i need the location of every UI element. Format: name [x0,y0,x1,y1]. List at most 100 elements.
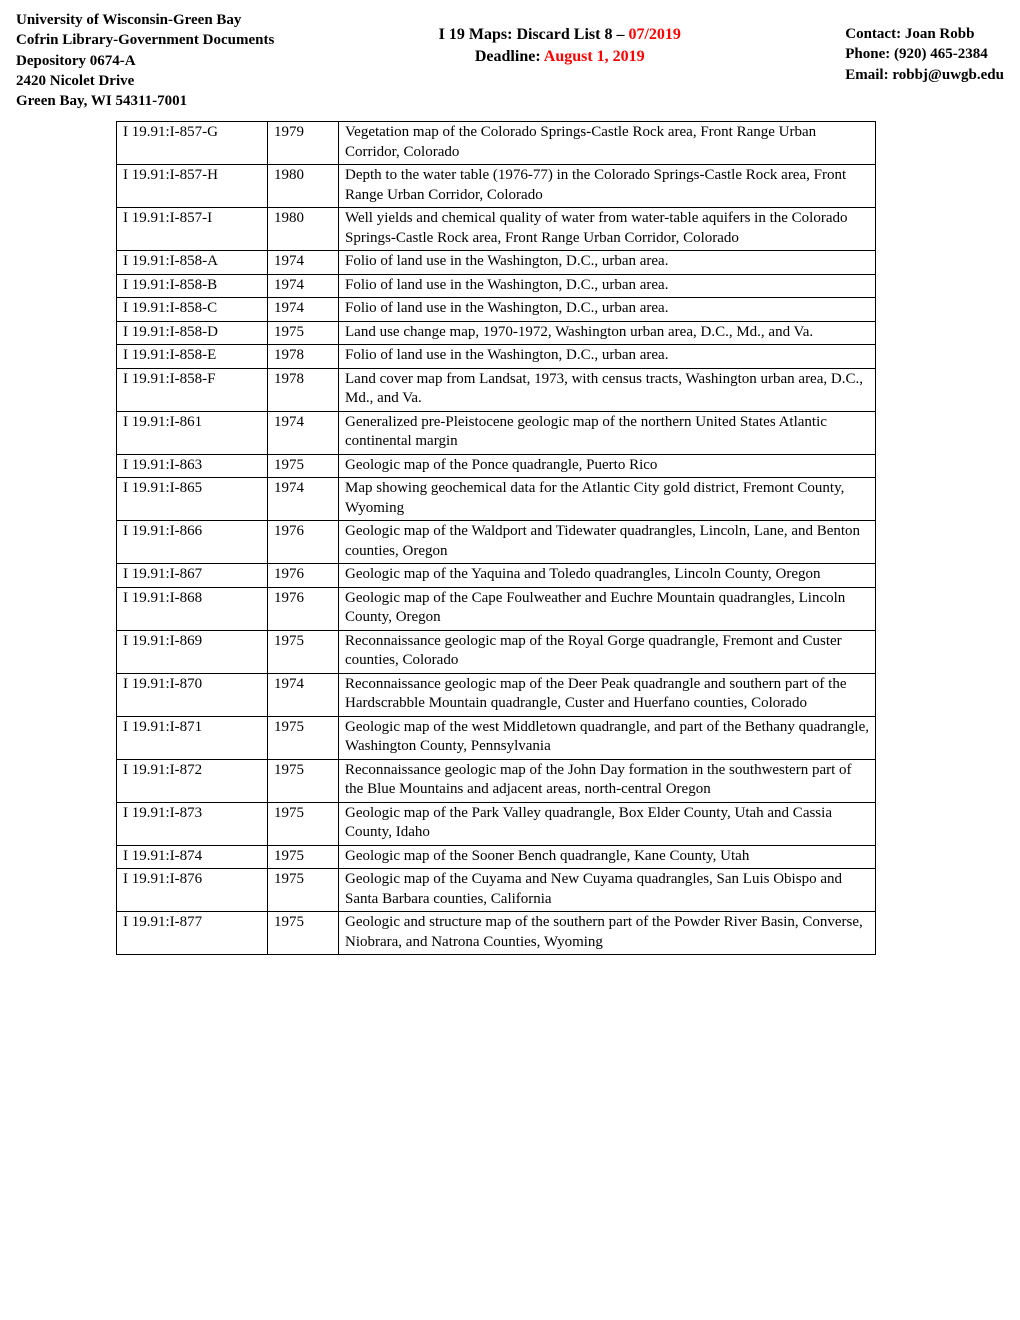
doc-id-cell: I 19.91:I-858-F [117,368,268,411]
contact-email-label: Email: [845,67,892,83]
title-cell: Land cover map from Landsat, 1973, with … [339,368,876,411]
year-cell: 1975 [268,630,339,673]
title-cell: Geologic map of the Park Valley quadrang… [339,802,876,845]
year-cell: 1975 [268,716,339,759]
year-cell: 1980 [268,165,339,208]
year-cell: 1974 [268,673,339,716]
year-cell: 1974 [268,411,339,454]
year-cell: 1975 [268,845,339,869]
table-row: I 19.91:I-8691975Reconnaissance geologic… [117,630,876,673]
year-cell: 1975 [268,759,339,802]
doc-id-cell: I 19.91:I-866 [117,521,268,564]
table-row: I 19.91:I-8701974Reconnaissance geologic… [117,673,876,716]
doc-id-cell: I 19.91:I-858-D [117,321,268,345]
doc-id-cell: I 19.91:I-863 [117,454,268,478]
table-row: I 19.91:I-8651974Map showing geochemical… [117,478,876,521]
contact-phone-label: Phone: [845,46,894,62]
title-cell: Reconnaissance geologic map of the John … [339,759,876,802]
year-cell: 1980 [268,208,339,251]
doc-id-cell: I 19.91:I-872 [117,759,268,802]
year-cell: 1974 [268,251,339,275]
doc-id-cell: I 19.91:I-876 [117,869,268,912]
title-date: 07/2019 [628,26,680,43]
contact-email-value: robbj@uwgb.edu [892,67,1004,83]
year-cell: 1978 [268,368,339,411]
title-cell: Folio of land use in the Washington, D.C… [339,251,876,275]
document-header: University of Wisconsin-Green Bay Cofrin… [16,10,1004,111]
year-cell: 1978 [268,345,339,369]
doc-id-cell: I 19.91:I-869 [117,630,268,673]
contact-name: Contact: Joan Robb [845,24,1004,44]
doc-id-cell: I 19.91:I-857-H [117,165,268,208]
title-cell: Geologic and structure map of the southe… [339,912,876,955]
contact-name-value: Joan Robb [905,26,975,42]
title-cell: Folio of land use in the Washington, D.C… [339,298,876,322]
doc-id-cell: I 19.91:I-865 [117,478,268,521]
table-row: I 19.91:I-857-I1980Well yields and chemi… [117,208,876,251]
year-cell: 1974 [268,274,339,298]
title-cell: Map showing geochemical data for the Atl… [339,478,876,521]
year-cell: 1976 [268,587,339,630]
doc-id-cell: I 19.91:I-877 [117,912,268,955]
title-cell: Geologic map of the Waldport and Tidewat… [339,521,876,564]
year-cell: 1979 [268,122,339,165]
title-cell: Geologic map of the Cuyama and New Cuyam… [339,869,876,912]
title-cell: Vegetation map of the Colorado Springs-C… [339,122,876,165]
title-cell: Geologic map of the Cape Foulweather and… [339,587,876,630]
year-cell: 1974 [268,478,339,521]
table-row: I 19.91:I-8731975Geologic map of the Par… [117,802,876,845]
doc-id-cell: I 19.91:I-858-A [117,251,268,275]
title-cell: Geologic map of the west Middletown quad… [339,716,876,759]
doc-id-cell: I 19.91:I-857-G [117,122,268,165]
table-row: I 19.91:I-858-B1974Folio of land use in … [117,274,876,298]
year-cell: 1975 [268,869,339,912]
title-cell: Land use change map, 1970-1972, Washingt… [339,321,876,345]
table-row: I 19.91:I-8761975Geologic map of the Cuy… [117,869,876,912]
contact-phone: Phone: (920) 465-2384 [845,44,1004,64]
doc-id-cell: I 19.91:I-858-B [117,274,268,298]
table-row: I 19.91:I-8671976Geologic map of the Yaq… [117,564,876,588]
title-cell: Geologic map of the Ponce quadrangle, Pu… [339,454,876,478]
city-state-zip: Green Bay, WI 54311-7001 [16,91,274,111]
table-row: I 19.91:I-857-G1979Vegetation map of the… [117,122,876,165]
contact-phone-value: (920) 465-2384 [894,46,988,62]
table-row: I 19.91:I-858-F1978Land cover map from L… [117,368,876,411]
title-cell: Reconnaissance geologic map of the Deer … [339,673,876,716]
year-cell: 1976 [268,564,339,588]
contact-email: Email: robbj@uwgb.edu [845,65,1004,85]
doc-id-cell: I 19.91:I-874 [117,845,268,869]
deadline-line: Deadline: August 1, 2019 [439,46,681,68]
table-row: I 19.91:I-857-H1980Depth to the water ta… [117,165,876,208]
discard-list-table: I 19.91:I-857-G1979Vegetation map of the… [116,121,876,955]
title-cell: Reconnaissance geologic map of the Royal… [339,630,876,673]
title-cell: Folio of land use in the Washington, D.C… [339,274,876,298]
table-row: I 19.91:I-858-E1978Folio of land use in … [117,345,876,369]
title-prefix: I 19 Maps: Discard List 8 – [439,26,629,43]
doc-id-cell: I 19.91:I-858-E [117,345,268,369]
year-cell: 1976 [268,521,339,564]
title-cell: Depth to the water table (1976-77) in th… [339,165,876,208]
table-row: I 19.91:I-8631975Geologic map of the Pon… [117,454,876,478]
table-row: I 19.91:I-8721975Reconnaissance geologic… [117,759,876,802]
title-cell: Well yields and chemical quality of wate… [339,208,876,251]
year-cell: 1975 [268,321,339,345]
dept-name: Cofrin Library-Government Documents [16,30,274,50]
table-row: I 19.91:I-8611974Generalized pre-Pleisto… [117,411,876,454]
doc-id-cell: I 19.91:I-861 [117,411,268,454]
doc-id-cell: I 19.91:I-873 [117,802,268,845]
table-row: I 19.91:I-8771975Geologic and structure … [117,912,876,955]
table-row: I 19.91:I-858-C1974Folio of land use in … [117,298,876,322]
org-name: University of Wisconsin-Green Bay [16,10,274,30]
year-cell: 1975 [268,454,339,478]
table-row: I 19.91:I-8661976Geologic map of the Wal… [117,521,876,564]
doc-id-cell: I 19.91:I-871 [117,716,268,759]
street-address: 2420 Nicolet Drive [16,71,274,91]
address-block: University of Wisconsin-Green Bay Cofrin… [16,10,274,111]
table-row: I 19.91:I-8711975Geologic map of the wes… [117,716,876,759]
doc-id-cell: I 19.91:I-858-C [117,298,268,322]
contact-block: Contact: Joan Robb Phone: (920) 465-2384… [845,24,1004,85]
title-cell: Generalized pre-Pleistocene geologic map… [339,411,876,454]
deadline-date: August 1, 2019 [544,48,645,65]
table-row: I 19.91:I-8741975Geologic map of the Soo… [117,845,876,869]
depository-id: Depository 0674-A [16,51,274,71]
